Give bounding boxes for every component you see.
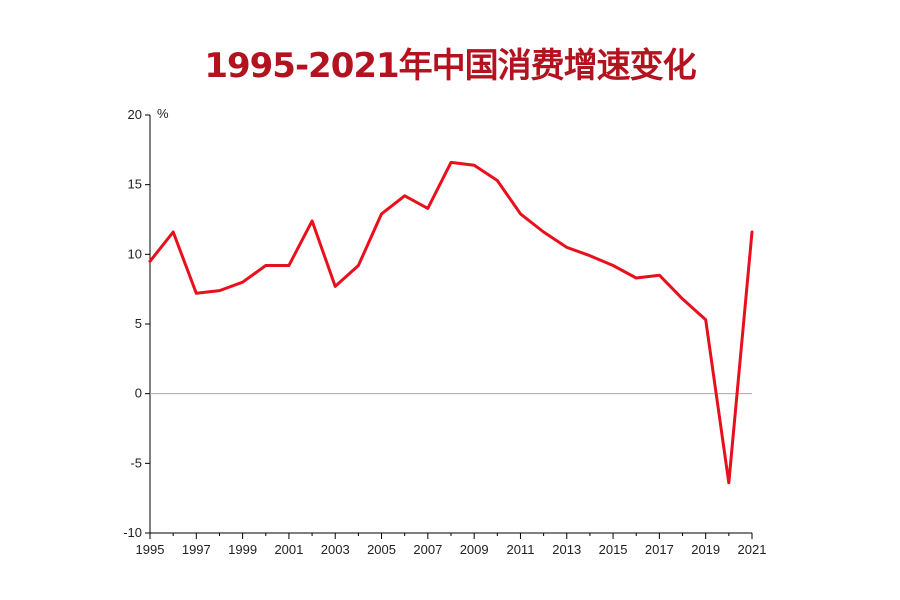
y-tick-label: 20 <box>128 107 142 122</box>
x-tick-label: 2015 <box>599 542 628 557</box>
chart-title: 1995-2021年中国消费增速变化 <box>204 46 696 86</box>
x-tick-label: 2011 <box>506 542 534 557</box>
x-tick-label: 2005 <box>367 542 396 557</box>
y-tick-label: -10 <box>123 525 142 540</box>
y-tick-label: 5 <box>135 316 142 331</box>
x-tick-label: 1999 <box>228 542 257 557</box>
series-layer <box>148 160 754 485</box>
y-tick-label: -5 <box>130 455 142 470</box>
x-tick-label: 2017 <box>645 542 674 557</box>
axes <box>149 115 752 534</box>
x-tick-label: 2013 <box>552 542 581 557</box>
x-axis-ticks: 1995 1997 1999 2001 2003 2005 2007 2009 2011 2013… <box>136 533 767 557</box>
x-tick-label: 2007 <box>413 542 442 557</box>
y-tick-label: 10 <box>128 246 142 261</box>
x-tick-label: 2003 <box>321 542 350 557</box>
y-axis-ticks: -10 -5 0 5 10 15 20 <box>123 107 150 540</box>
x-tick-label: 2021 <box>738 542 767 557</box>
series-line <box>148 160 754 485</box>
x-tick-label: 2001 <box>274 542 303 557</box>
x-tick-label: 2009 <box>460 542 489 557</box>
y-axis-unit: % <box>157 106 169 121</box>
y-tick-label: 15 <box>128 177 142 192</box>
x-tick-label: 1995 <box>136 542 165 557</box>
x-tick-label: 1997 <box>182 542 211 557</box>
x-tick-label: 2019 <box>691 542 720 557</box>
y-tick-label: 0 <box>135 386 142 401</box>
